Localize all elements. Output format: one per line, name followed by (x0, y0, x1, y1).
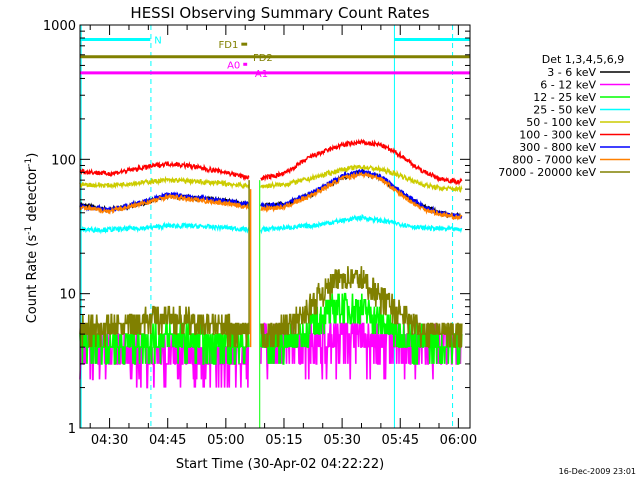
y-tick-label-3: 100 (51, 153, 76, 168)
legend-label-5: 50 - 100 keV (526, 116, 596, 129)
y-axis-title-main: Count Rate (s (25, 235, 40, 324)
flag-label-fd2: FD2 (253, 53, 273, 64)
legend-label-7: 300 - 800 keV (519, 141, 596, 154)
x-tick-label-5: 05:30 (323, 433, 360, 448)
flag-label-a1: A1 (255, 69, 268, 80)
series-line-8 (79, 171, 463, 221)
legend-label-1: 3 - 6 keV (547, 66, 596, 79)
y-axis-title-sup2: -1 (24, 158, 34, 167)
series-line-9 (79, 266, 463, 348)
legend-label-3: 12 - 25 keV (533, 91, 596, 104)
legend-label-4: 25 - 50 keV (533, 104, 596, 117)
y-axis-title-end: ) (25, 153, 40, 158)
chart-title: HESSI Observing Summary Count Rates (130, 4, 429, 22)
y-tick-label-1: 1 (68, 422, 76, 437)
x-tick-label-7: 06:00 (440, 433, 477, 448)
legend-label-8: 800 - 7000 keV (512, 154, 596, 167)
plot-area: N FD1 FD2 A0 A1 1 10 100 1000 04:30 04:45 05:00 05:1… (43, 19, 477, 448)
legend-title: Det 1,3,4,5,6,9 (542, 53, 625, 66)
y-axis-title-sup1: -1 (24, 226, 34, 235)
x-tick-label-4: 05:15 (265, 433, 302, 448)
render-timestamp: 16-Dec-2009 23:01 (559, 467, 636, 476)
y-axis-title: Count Rate (s-1 detector-1) (24, 153, 40, 324)
flag-label-fd1: FD1 (219, 40, 239, 51)
flag-label-a0: A0 (227, 60, 240, 71)
plot-frame (79, 24, 471, 429)
x-tick-label-2: 04:45 (149, 433, 186, 448)
x-tick-label-6: 05:45 (382, 433, 419, 448)
legend-label-9: 7000 - 20000 keV (498, 166, 596, 179)
series-line-4 (79, 213, 463, 235)
legend-label-2: 6 - 12 keV (540, 79, 596, 92)
x-tick-label-3: 05:00 (207, 433, 244, 448)
y-tick-label-4: 1000 (43, 19, 76, 34)
series-line-6 (79, 138, 463, 186)
flag-label-n: N (154, 35, 161, 46)
y-axis-title-mid: detector (25, 166, 40, 226)
x-tick-label-1: 04:30 (91, 433, 128, 448)
y-tick-label-2: 10 (59, 288, 76, 303)
x-axis-title: Start Time (30-Apr-02 04:22:22) (176, 457, 384, 472)
legend-label-6: 100 - 300 keV (519, 129, 596, 142)
series-line-5 (79, 164, 463, 193)
